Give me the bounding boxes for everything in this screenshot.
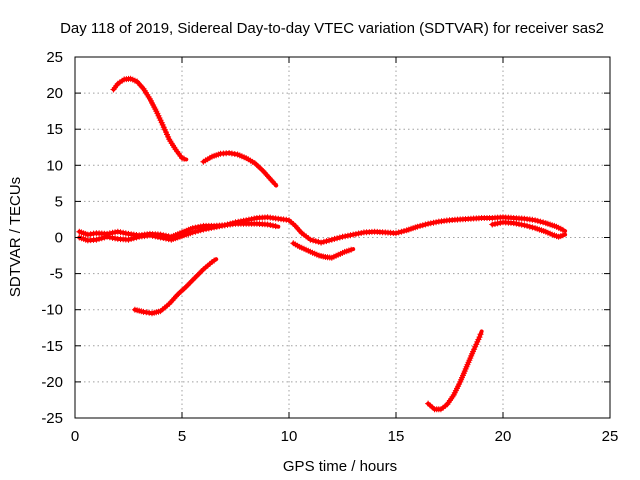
series-arc-4 (425, 329, 484, 413)
y-tick-label: -25 (41, 410, 63, 427)
y-tick-label: 5 (55, 193, 63, 210)
y-tick-label: 25 (46, 49, 63, 66)
series-arc-3 (131, 257, 219, 317)
chart-title: Day 118 of 2019, Sidereal Day-to-day VTE… (60, 20, 604, 37)
series-markers (200, 150, 278, 187)
y-tick-label: 15 (46, 121, 63, 138)
x-tick-label: 5 (178, 428, 186, 445)
x-tick-label: 20 (495, 428, 512, 445)
axis-ticks: 0 5 10 15 20 25 -25 -20 -15 -10 -5 0 5 10 15 20 25 (41, 49, 618, 445)
x-tick-label: 0 (71, 428, 79, 445)
x-tick-label: 10 (281, 428, 298, 445)
y-tick-label: -15 (41, 338, 63, 355)
data-points (76, 75, 568, 413)
x-tick-label: 15 (388, 428, 405, 445)
y-axis-label: SDTVAR / TECUs (7, 177, 24, 297)
series-dip-segment (290, 240, 356, 261)
series-markers (290, 240, 355, 261)
series-markers (425, 331, 484, 413)
series-markers (131, 257, 218, 317)
series-arc-2 (200, 150, 279, 188)
series-line (426, 329, 484, 412)
series-band-high (76, 214, 568, 246)
series-markers (489, 219, 566, 240)
y-tick-label: -5 (50, 266, 63, 283)
y-tick-label: -20 (41, 374, 63, 391)
series-markers (76, 214, 566, 246)
y-tick-label: 10 (46, 157, 63, 174)
series-late-band (489, 219, 568, 240)
y-tick-label: -10 (41, 302, 63, 319)
series-markers (110, 75, 188, 162)
x-axis-label: GPS time / hours (283, 458, 397, 475)
grid (75, 57, 610, 418)
y-tick-label: 20 (46, 85, 63, 102)
y-tick-label: 0 (55, 230, 63, 247)
x-tick-label: 25 (602, 428, 619, 445)
series-arc-1 (110, 75, 189, 162)
